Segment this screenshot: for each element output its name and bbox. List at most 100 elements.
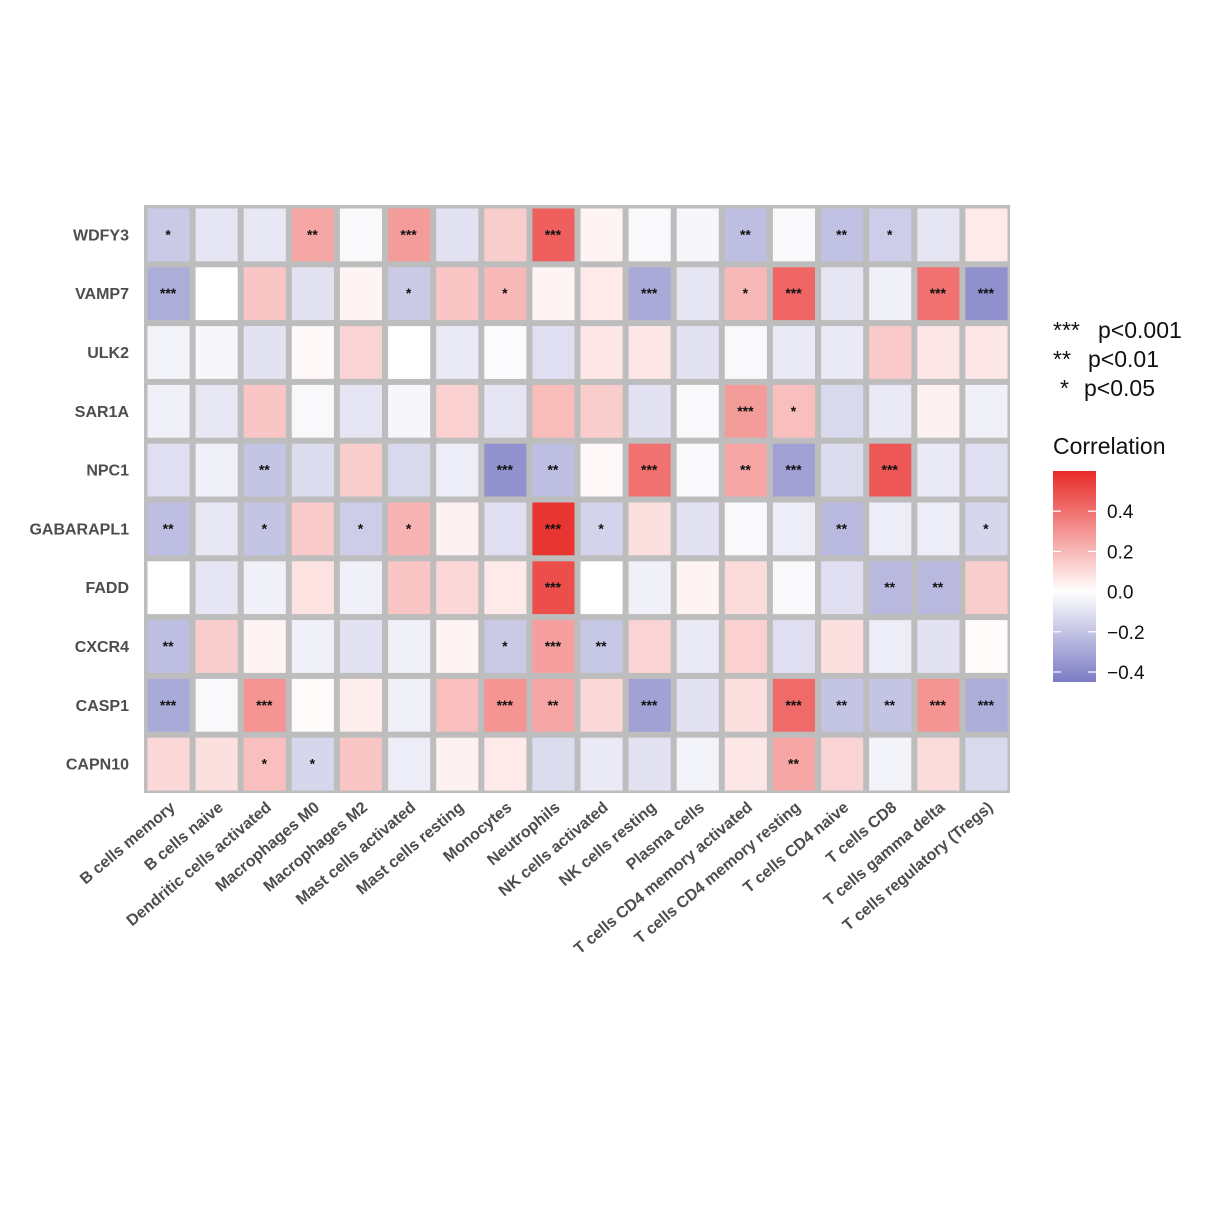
heatmap-cell [580, 208, 623, 262]
heatmap-cell [724, 502, 767, 556]
heatmap-cell [676, 267, 719, 321]
column-label: T cells CD4 memory activated [571, 799, 756, 958]
significance-mark: ** [596, 638, 607, 654]
heatmap-cell [195, 620, 238, 673]
color-legend: Correlation 0.4 0.2 0.0 −0.2 −0.4 [1053, 433, 1166, 684]
heatmap-cell [484, 384, 527, 438]
heatmap-cell [821, 561, 864, 615]
heatmap-cell [388, 502, 431, 556]
heatmap-cell [195, 384, 238, 438]
heatmap-cell [772, 267, 815, 321]
heatmap-cell [628, 267, 671, 321]
heatmap-cell [869, 502, 912, 556]
significance-mark: * [165, 226, 171, 242]
significance-mark: * [262, 520, 268, 536]
significance-mark: ** [547, 462, 558, 478]
color-legend-title: Correlation [1053, 433, 1166, 459]
significance-mark: *** [785, 697, 802, 713]
heatmap-cell [147, 620, 190, 673]
heatmap-cell [772, 620, 815, 673]
heatmap-cell [724, 443, 767, 497]
heatmap-cell [339, 208, 382, 262]
significance-mark: * [406, 285, 412, 301]
significance-mark: *** [497, 697, 514, 713]
heatmap-cell [917, 384, 960, 438]
significance-mark: ** [307, 226, 318, 242]
heatmap-cell [339, 443, 382, 497]
heatmap-cell [388, 384, 431, 438]
heatmap-cell [580, 267, 623, 321]
significance-mark: *** [641, 462, 658, 478]
heatmap-cell [724, 678, 767, 732]
heatmap-cell [436, 678, 479, 732]
heatmap-cell [869, 326, 912, 379]
heatmap-cell [339, 502, 382, 556]
significance-mark: *** [882, 462, 899, 478]
heatmap-cell [291, 678, 334, 732]
heatmap-cell [724, 737, 767, 791]
significance-mark: * [743, 285, 749, 301]
significance-mark: * [887, 226, 893, 242]
heatmap-cell [243, 620, 286, 673]
heatmap-cell [195, 502, 238, 556]
heatmap-cell [628, 502, 671, 556]
significance-mark: ** [740, 226, 751, 242]
heatmap-cell [147, 384, 190, 438]
heatmap-cell [532, 502, 575, 556]
heatmap-cell [388, 561, 431, 615]
heatmap-cell [243, 678, 286, 732]
significance-mark: *** [641, 697, 658, 713]
sig-legend-symbol-3: * [1060, 375, 1069, 401]
row-label: VAMP7 [75, 286, 129, 303]
heatmap-cell [388, 326, 431, 379]
significance-mark: * [406, 520, 412, 536]
significance-mark: *** [160, 285, 177, 301]
heatmap-cell [676, 620, 719, 673]
heatmap-cell [243, 208, 286, 262]
heatmap-cell [869, 620, 912, 673]
heatmap-cell [917, 208, 960, 262]
heatmap-cell [147, 678, 190, 732]
significance-mark: *** [256, 697, 273, 713]
heatmap-cell [291, 443, 334, 497]
heatmap-cell [147, 208, 190, 262]
colorbar-tick-label: 0.0 [1107, 583, 1133, 604]
row-label: NPC1 [86, 463, 129, 480]
heatmap-cell [869, 737, 912, 791]
heatmap-cell [291, 737, 334, 791]
heatmap-cell [628, 620, 671, 673]
heatmap-cell [195, 443, 238, 497]
heatmap-cell [436, 737, 479, 791]
heatmap-cell [484, 620, 527, 673]
heatmap-cell [772, 384, 815, 438]
colorbar-tick-label: −0.2 [1107, 623, 1145, 644]
heatmap-cell [724, 384, 767, 438]
heatmap-cell [532, 384, 575, 438]
heatmap-cell [965, 443, 1008, 497]
heatmap-cell [628, 443, 671, 497]
heatmap-cell [821, 737, 864, 791]
significance-legend: *** p<0.001 ** p<0.01 * p<0.05 [1053, 317, 1182, 401]
heatmap-cell [436, 208, 479, 262]
significance-mark: *** [545, 226, 562, 242]
heatmap-cell [388, 208, 431, 262]
heatmap-cell [195, 737, 238, 791]
heatmap-cell [339, 267, 382, 321]
heatmap-cell [821, 384, 864, 438]
heatmap-cell [339, 678, 382, 732]
heatmap-cells [147, 208, 1008, 791]
heatmap-cell [580, 326, 623, 379]
heatmap-cell [436, 502, 479, 556]
heatmap-cell [676, 384, 719, 438]
colorbar-tick-label: 0.2 [1107, 542, 1133, 563]
heatmap-cell [147, 443, 190, 497]
heatmap-cell [243, 443, 286, 497]
heatmap-cell [195, 561, 238, 615]
significance-mark: *** [978, 697, 995, 713]
heatmap-cell [724, 208, 767, 262]
heatmap-cell [965, 620, 1008, 673]
significance-mark: *** [641, 285, 658, 301]
heatmap-cell [532, 326, 575, 379]
